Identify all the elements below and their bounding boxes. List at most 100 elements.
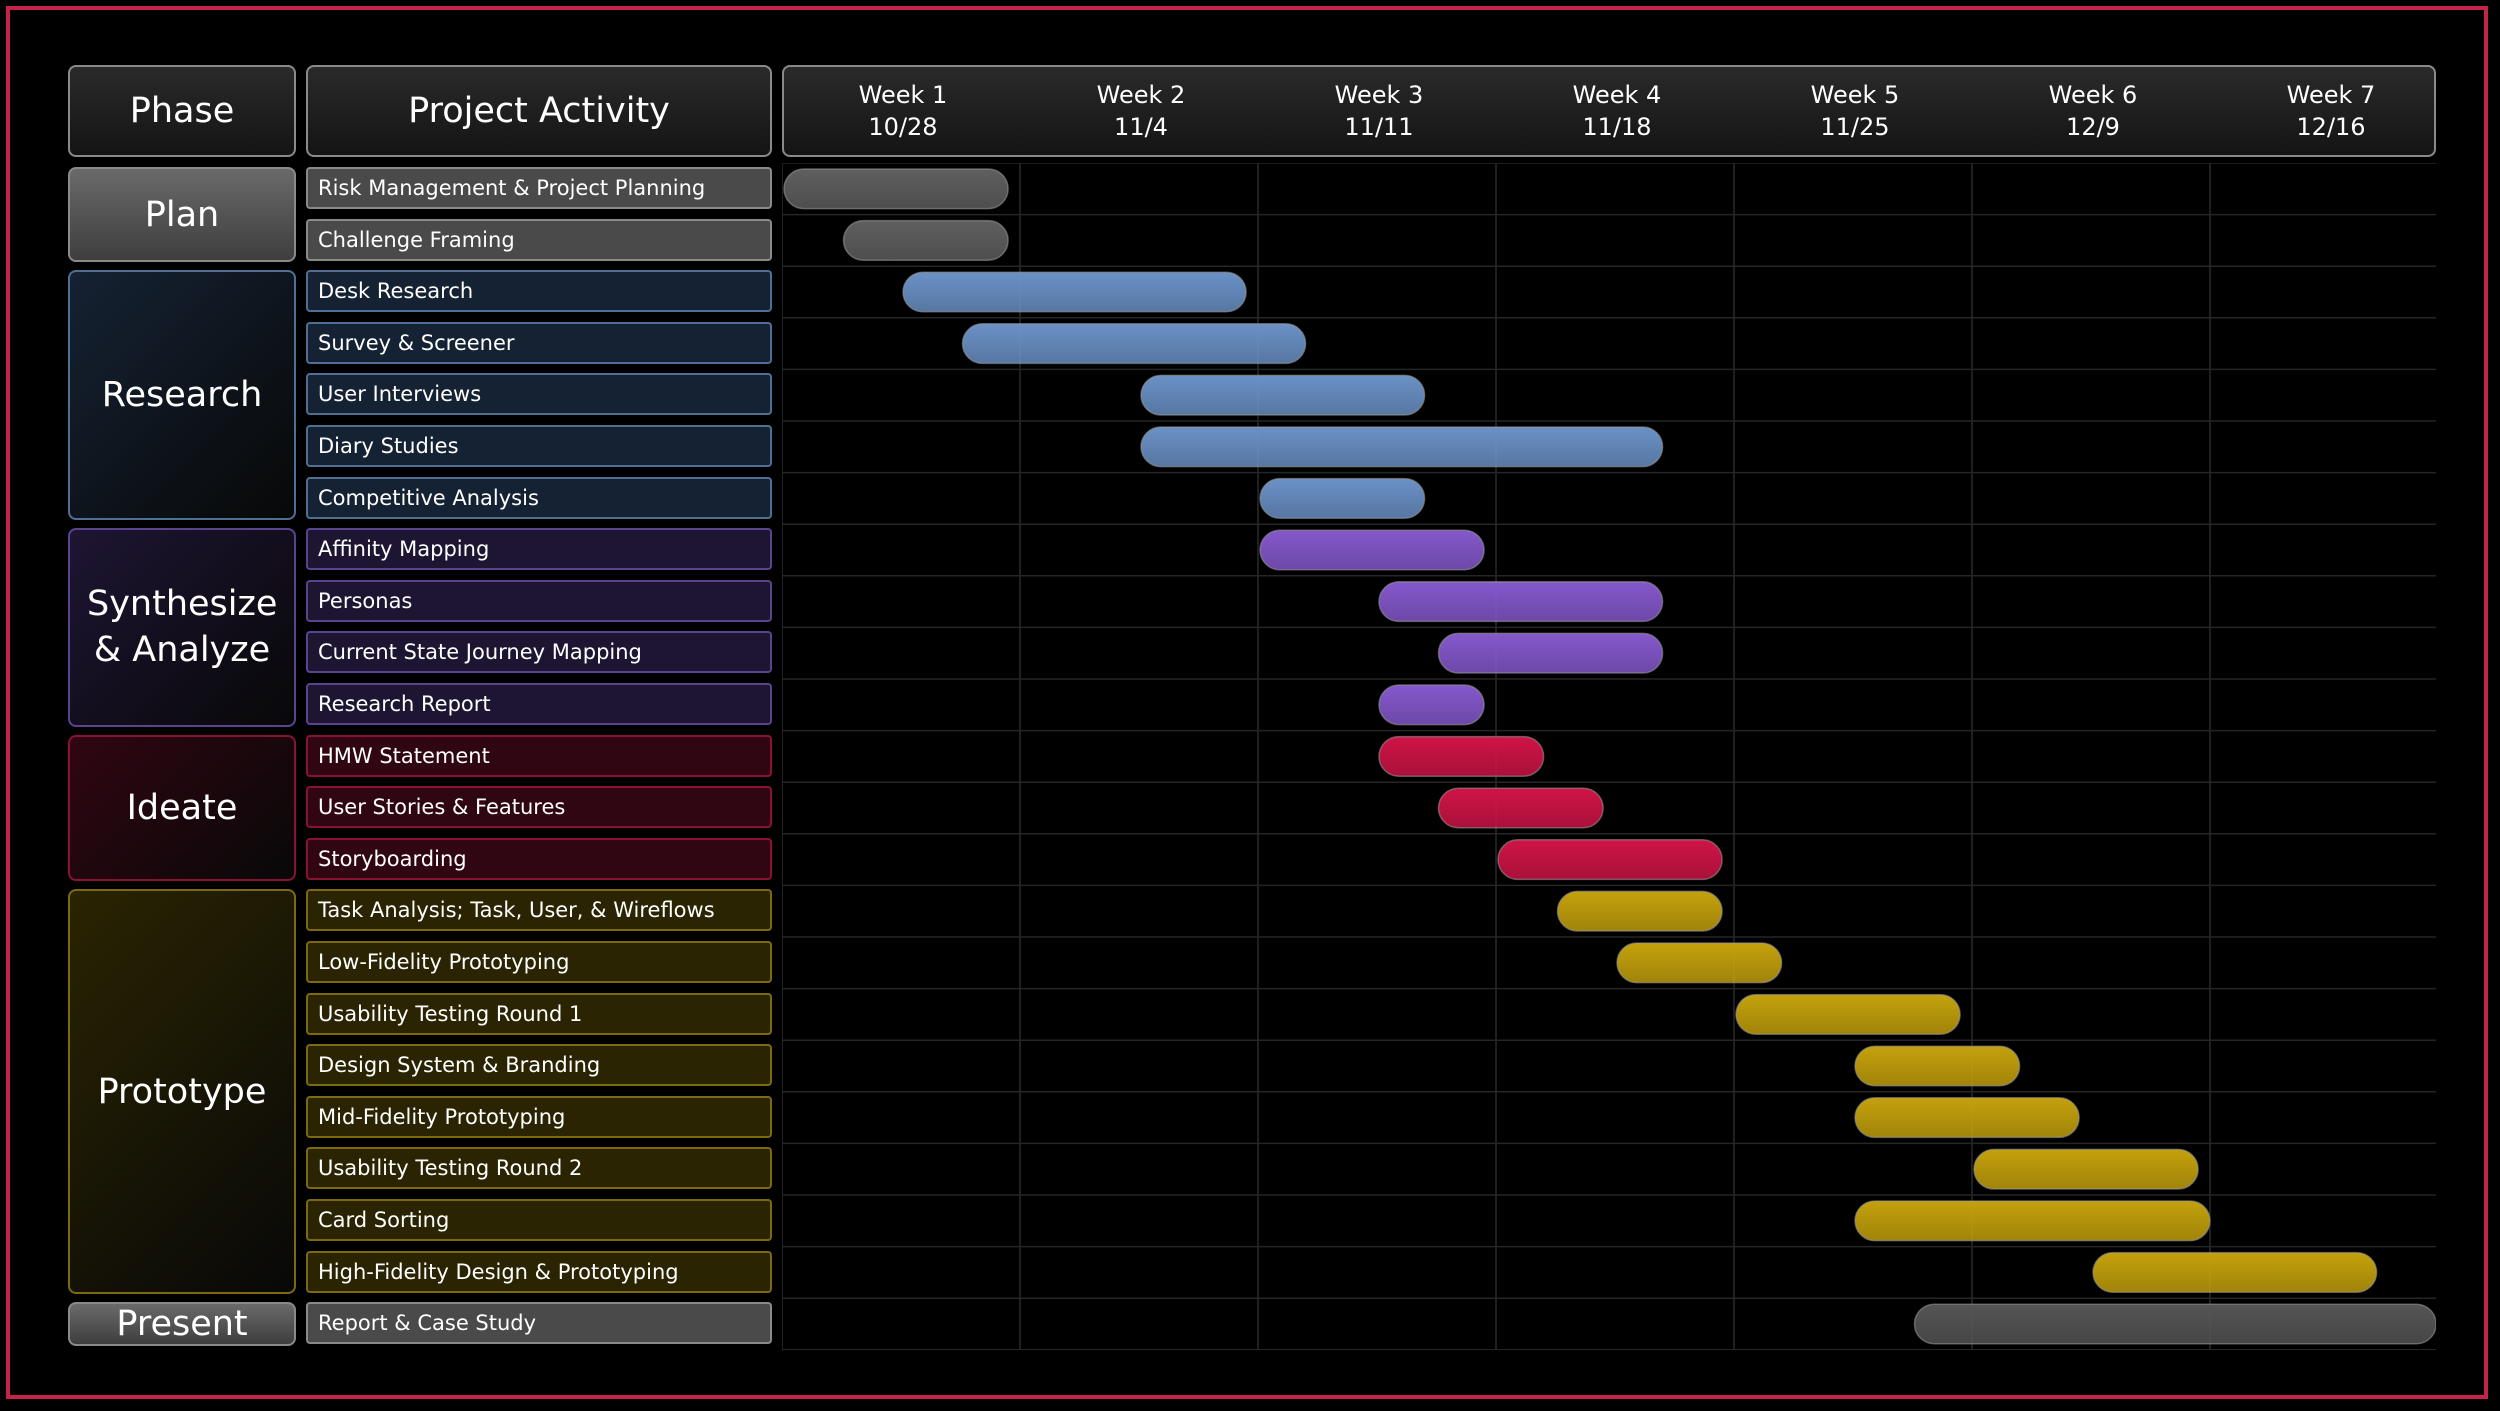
week-number-label: Week 5 [1810,81,1900,109]
activity-label: Current State Journey Mapping [318,640,642,665]
activity-label: Diary Studies [318,434,459,458]
week-number-label: Week 1 [858,81,948,109]
activity-label-box: Card Sorting [306,1199,772,1241]
activity-label: Challenge Framing [318,227,515,252]
phase-box: Prototype [68,889,296,1295]
activity-label-box: Challenge Framing [306,218,772,261]
phase-header-label: Phase [129,91,235,131]
activity-label: Task Analysis; Task, User, & Wireflows [318,898,715,923]
gantt-bar [1854,1097,2080,1139]
activity-label-box: Report & Case Study [306,1302,772,1345]
activity-label: Competitive Analysis [318,485,539,510]
gantt-bar [842,219,1009,261]
activity-label-box: Design System & Branding [306,1044,772,1087]
gantt-bar [1259,529,1485,571]
week-label: Week 3 11/11 [1260,79,1498,143]
phase-column-header: Phase [68,65,296,157]
activity-label: User Interviews [318,382,482,407]
phase-label: Synthesize & Analyze [87,584,278,671]
activity-label-box: Competitive Analysis [306,476,772,519]
week-number-label: Week 7 [2286,81,2376,109]
activity-label: Survey & Screener [318,330,515,355]
activity-label: High-Fidelity Design & Prototyping [318,1259,679,1284]
activity-label-box: Risk Management & Project Planning [306,167,772,209]
phase-box: Synthesize & Analyze [68,528,296,727]
activity-label: Affinity Mapping [318,537,490,562]
phase-box: Ideate [68,734,296,882]
week-header: Week 1 10/28 Week 2 11/4 Week 3 11/11 Week 4 11… [782,65,2436,157]
gantt-bar [2092,1251,2378,1293]
gantt-bar [902,271,1247,313]
activity-label: Usability Testing Round 2 [318,1156,583,1181]
gantt-bars-svg [782,163,2436,1350]
activity-label-box: Task Analysis; Task, User, & Wireflows [306,889,772,932]
gantt-bar [1854,1045,2021,1087]
gantt-bar [1378,735,1545,777]
activity-label-box: Survey & Screener [306,321,772,364]
phase-box: Plan [68,167,296,263]
gantt-bar [1437,632,1664,674]
week-number-label: Week 4 [1572,81,1662,109]
gantt-bar [1378,684,1485,726]
activity-label: HMW Statement [318,743,490,768]
activity-label: Usability Testing Round 1 [318,1001,583,1026]
gantt-bar [1913,1303,2436,1345]
activity-label: Risk Management & Project Planning [318,176,706,200]
week-date-label: 12/9 [2066,113,2120,141]
gantt-bar [1616,942,1783,984]
week-date-label: 12/16 [2296,113,2366,141]
week-number-label: Week 3 [1334,81,1424,109]
activity-label: User Stories & Features [318,795,566,820]
phase-label: Ideate [126,787,238,828]
activity-label-box: User Stories & Features [306,786,772,829]
activity-label-box: Desk Research [306,270,772,313]
gantt-bar [961,323,1307,365]
activity-label-box: Low-Fidelity Prototyping [306,941,772,983]
week-label: Week 6 12/9 [1974,79,2212,143]
activity-label-box: Diary Studies [306,425,772,467]
phase-box: Research [68,270,296,521]
gantt-bar [1259,477,1426,519]
activity-label-box: High-Fidelity Design & Prototyping [306,1250,772,1293]
week-label: Week 4 11/18 [1498,79,1736,143]
activity-label-box: Affinity Mapping [306,528,772,571]
phase-box: Present [68,1302,296,1346]
week-date-label: 11/11 [1344,113,1414,141]
gantt-bar [1854,1200,2211,1242]
activity-label-box: Current State Journey Mapping [306,631,772,674]
activity-label: Storyboarding [318,846,467,871]
phase-label: Research [101,375,263,416]
activity-label: Desk Research [318,279,474,304]
activity-label-box: Usability Testing Round 1 [306,992,772,1035]
week-label: Week 5 11/25 [1736,79,1974,143]
week-date-label: 10/28 [868,113,938,141]
activity-label: Personas [318,588,413,613]
phase-label: Plan [144,194,220,235]
week-label: Week 7 12/16 [2212,79,2450,143]
activity-label-box: Usability Testing Round 2 [306,1147,772,1190]
gantt-bar [1140,426,1664,468]
gantt-bar [1735,993,1961,1035]
gantt-grid [782,163,2436,1350]
activity-label-box: Research Report [306,683,772,725]
activity-label-box: HMW Statement [306,734,772,777]
gantt-bar [1973,1148,2199,1190]
activity-label: Mid-Fidelity Prototyping [318,1104,566,1129]
activity-label: Low-Fidelity Prototyping [318,950,570,974]
activity-label-box: Storyboarding [306,837,772,880]
gantt-bar [1556,890,1723,932]
activity-label: Report & Case Study [318,1311,537,1336]
phase-label: Prototype [97,1071,267,1112]
activity-label-box: User Interviews [306,373,772,416]
activity-header-label: Project Activity [408,91,670,131]
gantt-bar [1140,374,1426,416]
week-label: Week 2 11/4 [1022,79,1260,143]
activity-label: Card Sorting [318,1208,450,1232]
activity-label: Design System & Branding [318,1053,601,1078]
week-date-label: 11/25 [1820,113,1890,141]
activity-label-box: Personas [306,579,772,622]
activity-label: Research Report [318,692,491,716]
week-number-label: Week 2 [1096,81,1186,109]
gantt-bar [783,168,1009,210]
week-date-label: 11/4 [1114,113,1168,141]
